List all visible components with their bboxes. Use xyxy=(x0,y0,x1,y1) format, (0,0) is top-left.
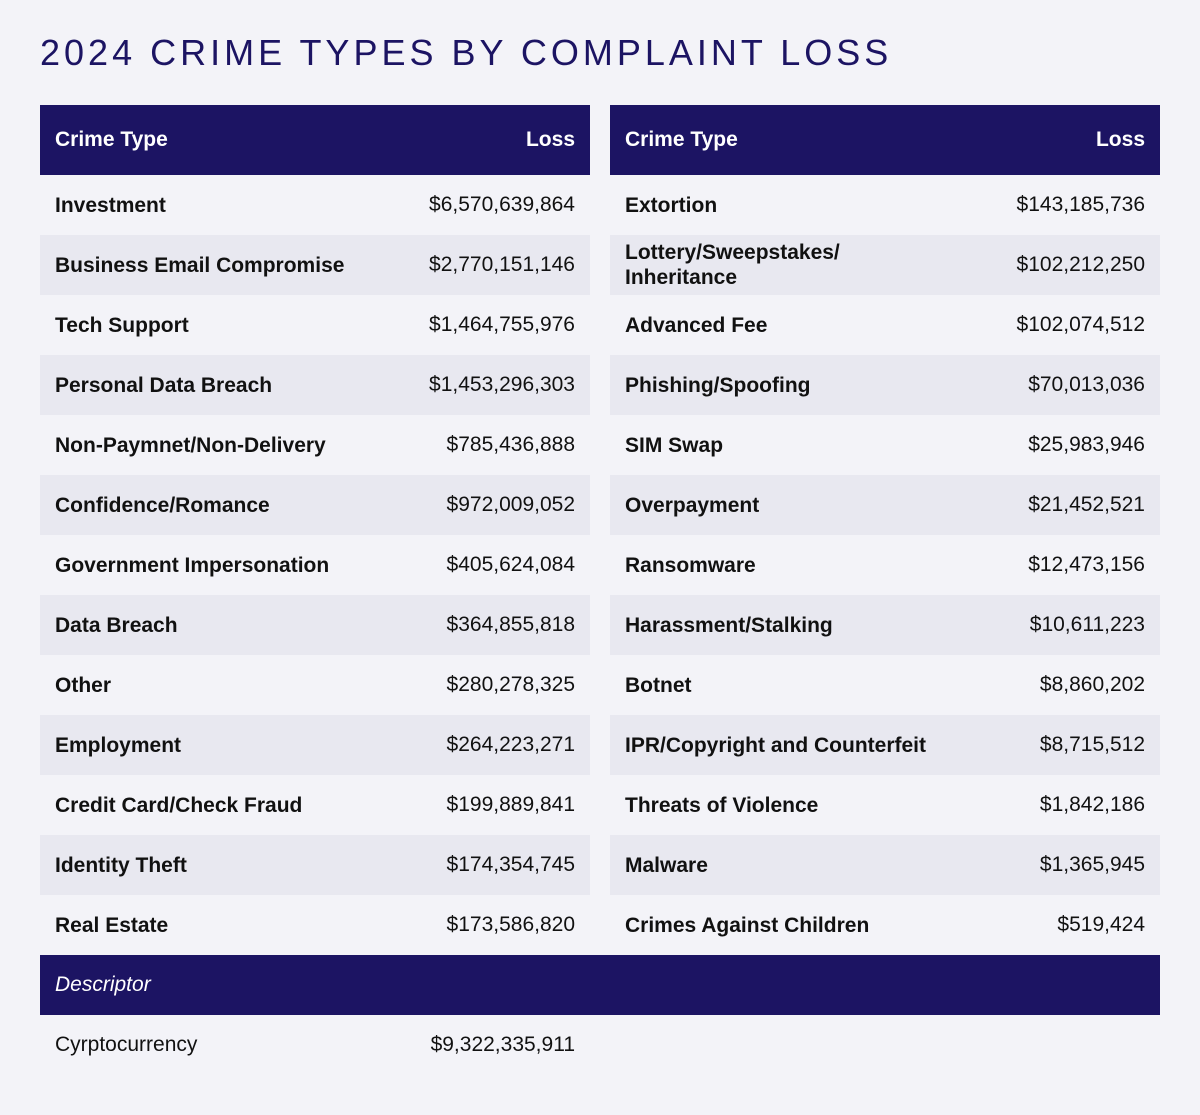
column-header-crime-type: Crime Type xyxy=(625,128,738,151)
crime-type-cell: Phishing/Spoofing xyxy=(625,373,811,397)
crime-type-cell: Business Email Compromise xyxy=(55,253,345,277)
loss-cell: $1,453,296,303 xyxy=(429,373,575,396)
loss-cell: $70,013,036 xyxy=(1028,373,1145,396)
loss-cell: $9,322,335,911 xyxy=(430,1033,575,1056)
crime-type-cell: Malware xyxy=(625,853,708,877)
crime-type-cell: SIM Swap xyxy=(625,433,724,457)
loss-cell: $8,715,512 xyxy=(1039,733,1145,756)
crime-type-cell: Overpayment xyxy=(625,493,760,517)
loss-cell: $972,009,052 xyxy=(446,493,575,516)
table-row: Data Breach $364,855,818 xyxy=(40,595,590,655)
crime-type-cell: Lottery/Sweepstakes/ Inheritance xyxy=(625,241,840,289)
table-row: Non-Paymnet/Non-Delivery $785,436,888 xyxy=(40,415,590,475)
crime-type-cell: Ransomware xyxy=(625,553,756,577)
crime-type-cell: Identity Theft xyxy=(55,853,187,877)
crime-type-cell: IPR/Copyright and Counterfeit xyxy=(625,733,926,757)
loss-cell: $10,611,223 xyxy=(1029,613,1145,636)
loss-cell: $12,473,156 xyxy=(1028,553,1145,576)
loss-cell: $785,436,888 xyxy=(446,433,575,456)
loss-cell: $21,452,521 xyxy=(1028,493,1145,516)
crime-table-right: Crime Type Loss Extortion $143,185,736 Lot… xyxy=(610,105,1160,955)
table-row: Overpayment $21,452,521 xyxy=(610,475,1160,535)
table-row: Phishing/Spoofing $70,013,036 xyxy=(610,355,1160,415)
table-row: Harassment/Stalking $10,611,223 xyxy=(610,595,1160,655)
table-header: Crime Type Loss xyxy=(40,105,590,175)
loss-cell: $519,424 xyxy=(1057,913,1145,936)
table-header: Crime Type Loss xyxy=(610,105,1160,175)
crime-type-cell: Personal Data Breach xyxy=(55,373,273,397)
table-row: SIM Swap $25,983,946 xyxy=(610,415,1160,475)
loss-cell: $25,983,946 xyxy=(1028,433,1145,456)
descriptor-label: Descriptor xyxy=(55,973,151,996)
crime-type-cell: Extortion xyxy=(625,193,718,217)
table-row: Malware $1,365,945 xyxy=(610,835,1160,895)
crime-type-cell: Cyrptocurrency xyxy=(55,1033,198,1056)
crime-type-cell: Credit Card/Check Fraud xyxy=(55,793,303,817)
loss-cell: $1,464,755,976 xyxy=(429,313,575,336)
table-row: Threats of Violence $1,842,186 xyxy=(610,775,1160,835)
crime-type-cell: Government Impersonation xyxy=(55,553,330,577)
table-row: Lottery/Sweepstakes/ Inheritance $102,212… xyxy=(610,235,1160,295)
crime-type-cell: Tech Support xyxy=(55,313,189,337)
table-row: Real Estate $173,586,820 xyxy=(40,895,590,955)
loss-cell: $102,074,512 xyxy=(1016,313,1145,336)
loss-cell: $173,586,820 xyxy=(446,913,575,936)
loss-cell: $264,223,271 xyxy=(446,733,575,756)
crime-type-cell: Non-Paymnet/Non-Delivery xyxy=(55,433,326,457)
table-row: Tech Support $1,464,755,976 xyxy=(40,295,590,355)
column-header-loss: Loss xyxy=(525,128,575,151)
loss-cell: $280,278,325 xyxy=(446,673,575,696)
table-row: Credit Card/Check Fraud $199,889,841 xyxy=(40,775,590,835)
loss-cell: $143,185,736 xyxy=(1016,193,1145,216)
loss-cell: $8,860,202 xyxy=(1039,673,1145,696)
crime-type-cell: Investment xyxy=(55,193,166,217)
table-row: Crimes Against Children $519,424 xyxy=(610,895,1160,955)
crime-type-cell: Botnet xyxy=(625,673,692,697)
crime-type-cell: Threats of Violence xyxy=(625,793,819,817)
crime-type-cell: Other xyxy=(55,673,112,697)
table-row: Ransomware $12,473,156 xyxy=(610,535,1160,595)
table-row: Cyrptocurrency $9,322,335,911 xyxy=(40,1015,590,1075)
loss-cell: $405,624,084 xyxy=(446,553,575,576)
loss-cell: $199,889,841 xyxy=(446,793,575,816)
table-row: Employment $264,223,271 xyxy=(40,715,590,775)
table-row: Personal Data Breach $1,453,296,303 xyxy=(40,355,590,415)
table-row: Advanced Fee $102,074,512 xyxy=(610,295,1160,355)
crime-type-cell: Data Breach xyxy=(55,613,178,637)
loss-cell: $1,365,945 xyxy=(1039,853,1145,876)
page-title: 2024 CRIME TYPES BY COMPLAINT LOSS xyxy=(40,32,893,73)
table-row: IPR/Copyright and Counterfeit $8,715,512 xyxy=(610,715,1160,775)
crime-type-cell: Crimes Against Children xyxy=(625,913,870,937)
loss-cell: $174,354,745 xyxy=(446,853,575,876)
loss-cell: $6,570,639,864 xyxy=(429,193,575,216)
loss-cell: $364,855,818 xyxy=(446,613,575,636)
table-row: Botnet $8,860,202 xyxy=(610,655,1160,715)
table-row: Government Impersonation $405,624,084 xyxy=(40,535,590,595)
crime-type-cell: Employment xyxy=(55,733,182,757)
crime-type-cell: Confidence/Romance xyxy=(55,493,270,517)
crime-type-cell: Real Estate xyxy=(55,913,169,937)
loss-cell: $2,770,151,146 xyxy=(429,253,575,276)
loss-cell: $102,212,250 xyxy=(1016,253,1145,276)
table-row: Extortion $143,185,736 xyxy=(610,175,1160,235)
table-row: Other $280,278,325 xyxy=(40,655,590,715)
loss-cell: $1,842,186 xyxy=(1039,793,1145,816)
column-header-loss: Loss xyxy=(1095,128,1145,151)
table-row: Business Email Compromise $2,770,151,146 xyxy=(40,235,590,295)
crime-type-cell: Advanced Fee xyxy=(625,313,768,337)
descriptor-header: Descriptor xyxy=(40,955,1160,1015)
table-row: Identity Theft $174,354,745 xyxy=(40,835,590,895)
crime-table-left: Crime Type Loss Investment $6,570,639,864… xyxy=(40,105,590,955)
table-row: Investment $6,570,639,864 xyxy=(40,175,590,235)
column-header-crime-type: Crime Type xyxy=(55,128,168,151)
table-row: Confidence/Romance $972,009,052 xyxy=(40,475,590,535)
crime-type-cell: Harassment/Stalking xyxy=(625,613,833,637)
